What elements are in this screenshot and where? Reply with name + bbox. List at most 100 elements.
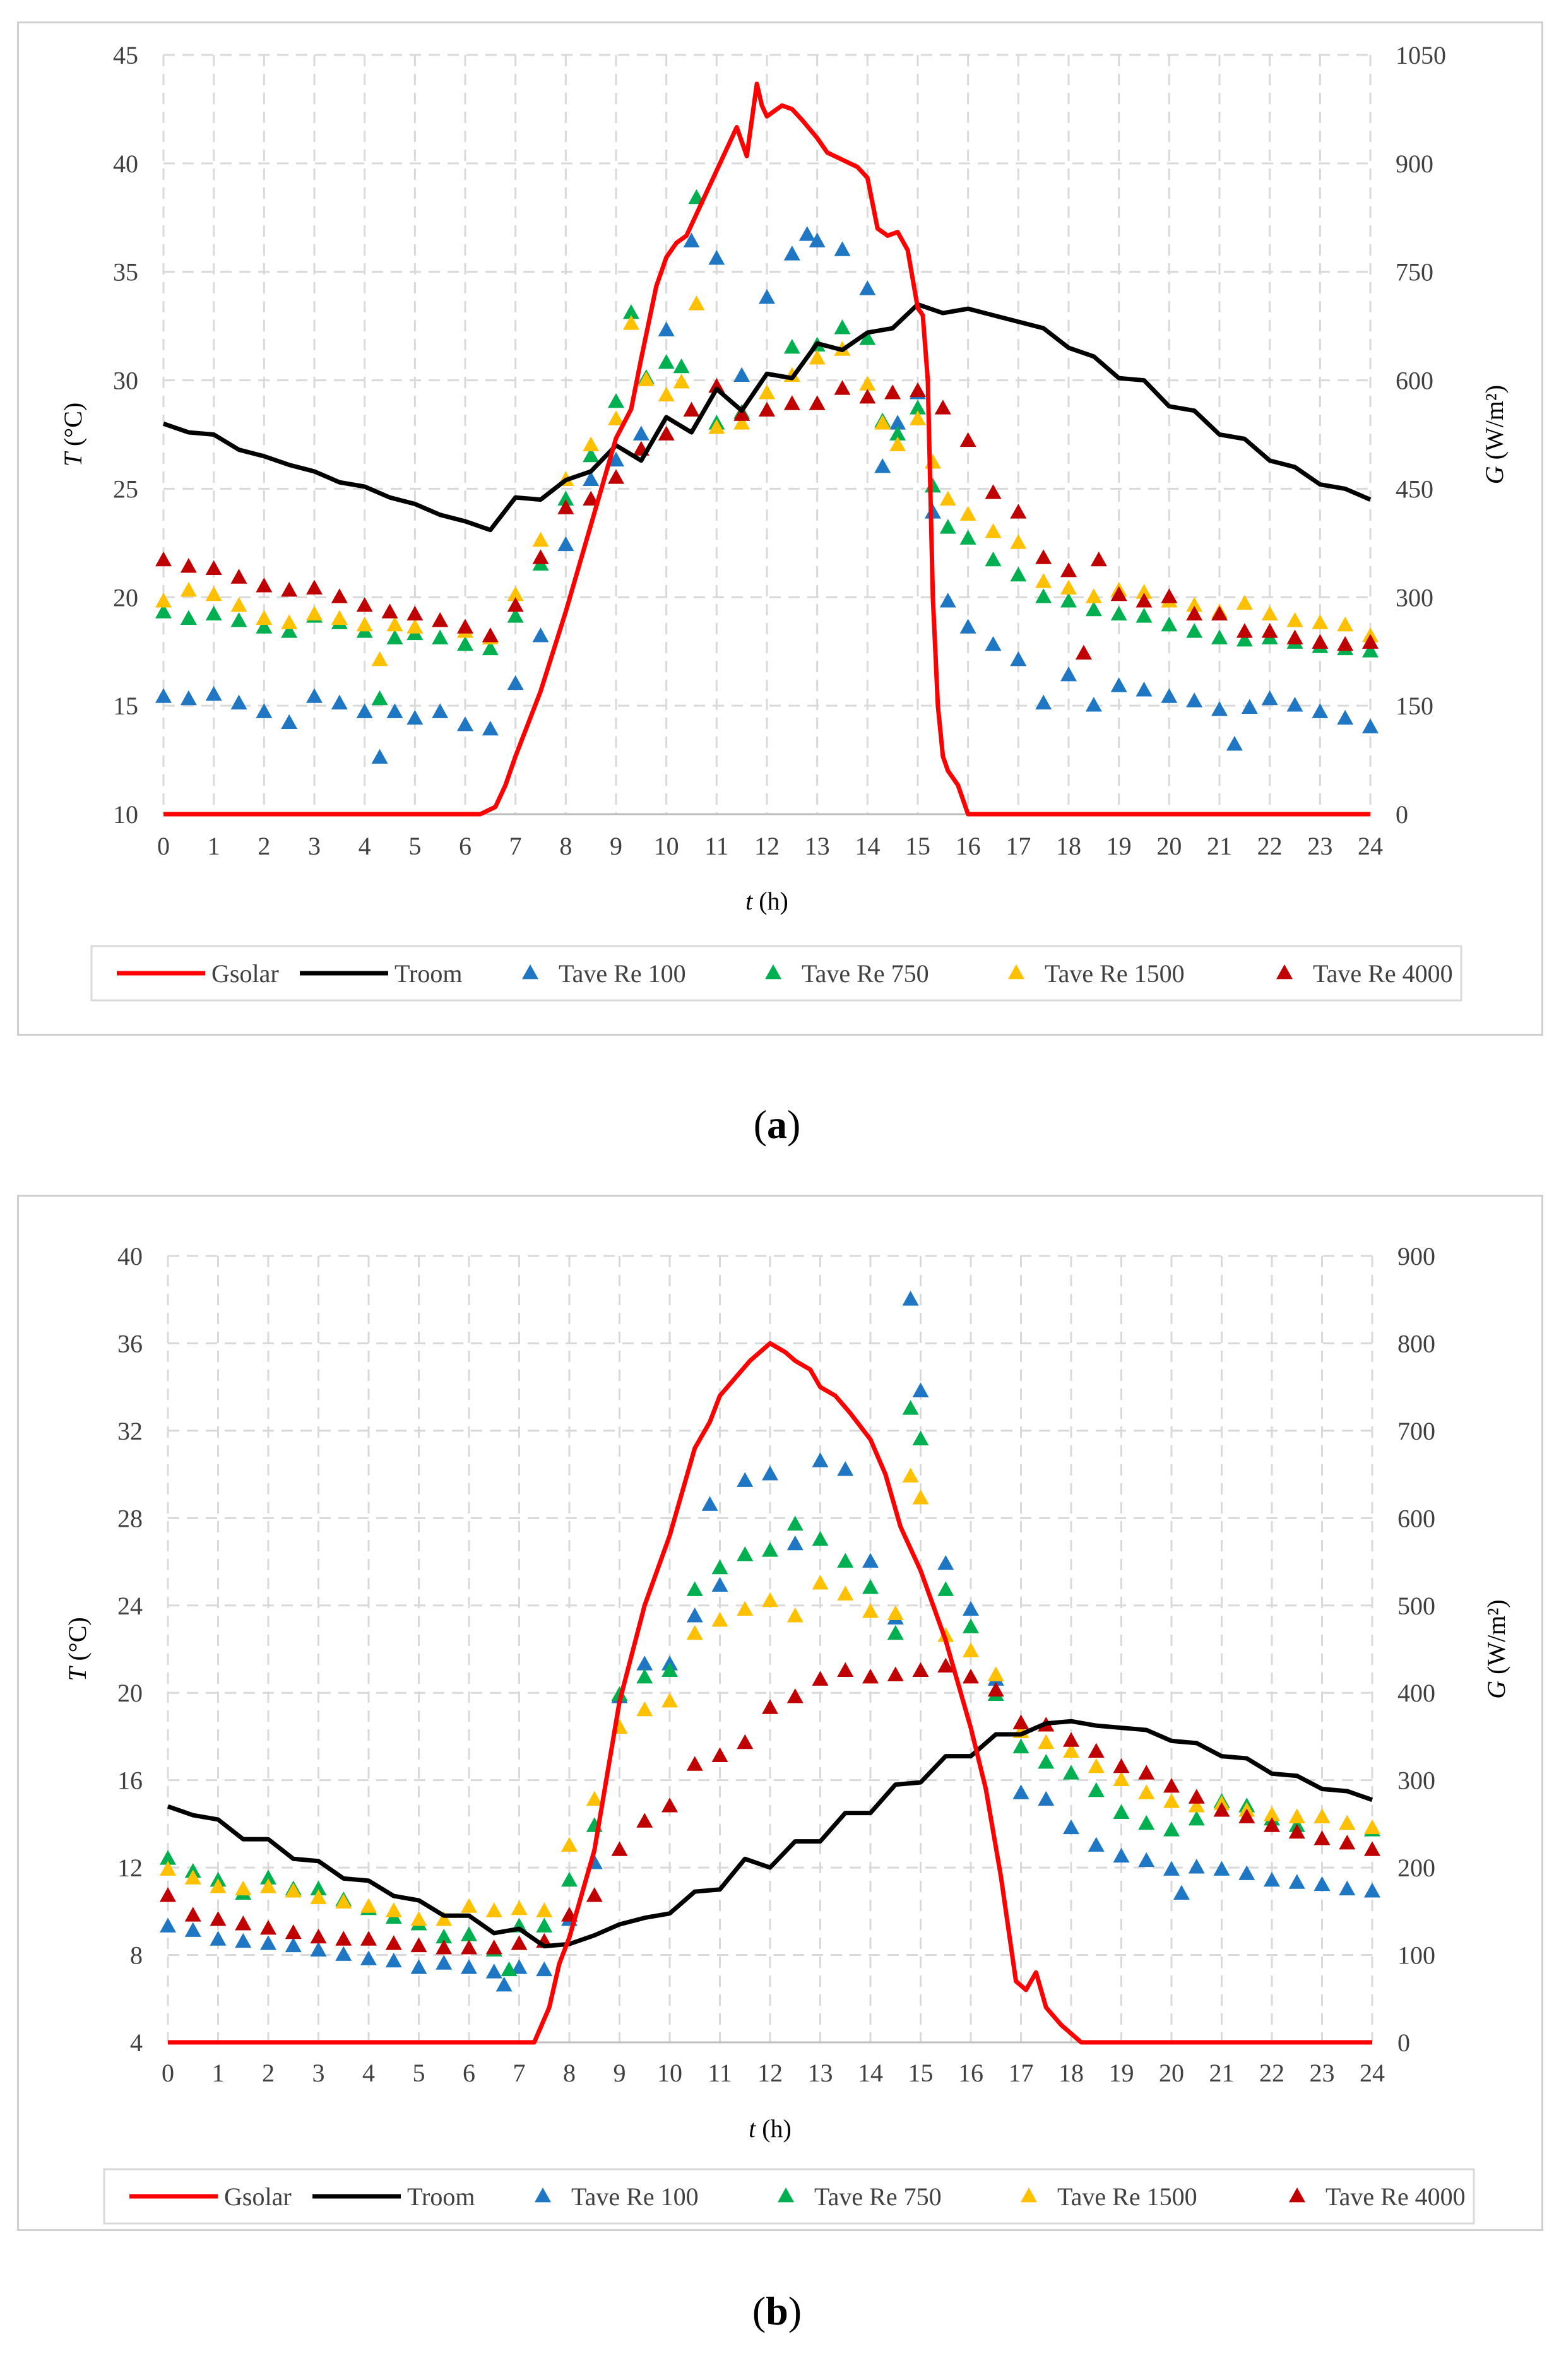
chart-a-point-tave-re-4000 xyxy=(180,558,197,573)
chart-a-point-tave-re-1500 xyxy=(532,531,549,547)
chart-b-x-tick-label: 5 xyxy=(413,2059,425,2087)
chart-a-y2-tick-label: 900 xyxy=(1396,150,1433,178)
chart-b-point-tave-re-750 xyxy=(963,1618,979,1633)
chart-b-point-tave-re-100 xyxy=(1238,1865,1255,1880)
chart-a-point-tave-re-4000 xyxy=(1362,634,1379,649)
chart-a-point-tave-re-100 xyxy=(1035,694,1052,710)
chart-b-legend-label-tave-re-4000: Tave Re 4000 xyxy=(1326,2182,1466,2211)
chart-b-y-tick-label: 20 xyxy=(117,1679,143,1707)
chart-a-point-tave-re-100 xyxy=(432,703,449,718)
chart-a-legend: Gsolar Troom Tave Re 100 Tave Re 750 Tave Re… xyxy=(90,945,1462,1002)
chart-a-point-tave-re-100 xyxy=(406,709,424,725)
chart-b-point-tave-re-750 xyxy=(1163,1821,1180,1837)
chart-a-x-tick-label: 20 xyxy=(1156,832,1182,860)
chart-a-point-tave-re-100 xyxy=(1261,690,1278,706)
chart-b-point-tave-re-1500 xyxy=(963,1642,979,1657)
chart-a-point-tave-re-4000 xyxy=(658,425,675,441)
chart-a-point-tave-re-4000 xyxy=(1010,504,1027,519)
chart-a-point-tave-re-1500 xyxy=(1035,573,1052,588)
chart-b-point-tave-re-100 xyxy=(1138,1852,1155,1868)
chart-a-point-tave-re-4000 xyxy=(507,596,524,612)
chart-a-point-tave-re-750 xyxy=(1362,642,1379,658)
chart-a-point-tave-re-750 xyxy=(482,640,499,656)
chart-a-point-tave-re-4000 xyxy=(809,395,826,410)
chart-b-x-tick-label: 12 xyxy=(757,2059,783,2087)
chart-a-point-tave-re-4000 xyxy=(1337,636,1354,651)
chart-b-grid xyxy=(167,1255,1373,2044)
chart-b-point-tave-re-100 xyxy=(1364,1883,1380,1898)
chart-b-point-tave-re-4000 xyxy=(661,1797,678,1813)
chart-a-point-tave-re-100 xyxy=(1085,697,1102,712)
chart-b-point-tave-re-1500 xyxy=(786,1607,804,1623)
chart-b-x-tick-label: 22 xyxy=(1259,2059,1284,2087)
chart-b-point-tave-re-750 xyxy=(260,1869,276,1885)
chart-a-point-tave-re-100 xyxy=(733,367,750,382)
chart-b-point-tave-re-750 xyxy=(737,1546,754,1561)
chart-b-x-tick-label: 11 xyxy=(708,2059,732,2087)
chart-b-point-tave-re-750 xyxy=(501,1961,518,1977)
chart-b-point-tave-re-1500 xyxy=(912,1489,929,1505)
chart-b-point-tave-re-750 xyxy=(310,1880,327,1896)
chart-b-point-tave-re-750 xyxy=(1088,1782,1105,1797)
chart-b-point-tave-re-1500 xyxy=(561,1837,578,1852)
chart-b-legend-swatch-tave-re-4000 xyxy=(1289,2187,1305,2203)
chart-a-point-tave-re-4000 xyxy=(959,432,976,447)
chart-a-point-tave-re-750 xyxy=(783,338,800,354)
chart-a-point-tave-re-1500 xyxy=(1186,596,1203,612)
chart-a-point-tave-re-750 xyxy=(371,690,388,706)
chart-b-x-tick-label: 8 xyxy=(563,2059,576,2087)
chart-a-point-tave-re-100 xyxy=(809,232,826,247)
chart-b-series-tave-re-100 xyxy=(160,1291,1380,1992)
chart-a-y-tick-label: 40 xyxy=(113,150,138,178)
chart-b-point-tave-re-1500 xyxy=(1113,1771,1130,1787)
chart-b-point-tave-re-100 xyxy=(963,1601,979,1616)
chart-a-point-tave-re-100 xyxy=(205,685,222,701)
chart-b-y2-tick-label: 600 xyxy=(1397,1504,1435,1532)
chart-a-x-tick-label: 19 xyxy=(1106,832,1132,860)
chart-a-point-tave-re-1500 xyxy=(673,373,690,389)
chart-a-point-tave-re-750 xyxy=(1161,616,1178,632)
chart-a-x-tick-label: 11 xyxy=(704,832,729,860)
chart-a-y2-tick-label: 750 xyxy=(1396,258,1433,287)
chart-b-point-tave-re-1500 xyxy=(862,1603,879,1618)
chart-a-point-tave-re-100 xyxy=(859,280,876,295)
chart-b-point-tave-re-100 xyxy=(536,1961,553,1977)
chart-b-point-tave-re-1500 xyxy=(485,1902,502,1917)
chart-b-point-tave-re-4000 xyxy=(1339,1834,1356,1850)
chart-b-point-tave-re-750 xyxy=(837,1553,854,1568)
chart-b-point-tave-re-1500 xyxy=(887,1605,904,1620)
chart-a-x-tick-label: 18 xyxy=(1056,832,1081,860)
chart-b-point-tave-re-1500 xyxy=(762,1592,778,1607)
chart-b-x-tick-label: 16 xyxy=(958,2059,983,2087)
chart-b-x-tick-label: 3 xyxy=(312,2059,325,2087)
chart-b-point-tave-re-1500 xyxy=(260,1878,276,1893)
chart-a-y2-tick-label: 450 xyxy=(1396,475,1433,503)
chart-a-point-tave-re-4000 xyxy=(708,377,725,393)
chart-b-point-tave-re-1500 xyxy=(285,1883,302,1898)
chart-b-point-tave-re-4000 xyxy=(485,1939,502,1955)
chart-a-point-tave-re-1500 xyxy=(889,436,906,452)
chart-a-point-tave-re-1500 xyxy=(180,581,197,597)
chart-b-point-tave-re-1500 xyxy=(1038,1734,1055,1749)
chart-b-point-tave-re-1500 xyxy=(812,1575,829,1590)
chart-a-x-axis-title: t (h) xyxy=(745,887,788,915)
chart-b-point-tave-re-1500 xyxy=(536,1902,553,1917)
chart-a-point-tave-re-750 xyxy=(205,605,222,621)
chart-a-point-tave-re-1500 xyxy=(371,651,388,666)
chart-a-x-tick-label: 16 xyxy=(956,832,981,860)
chart-a-point-tave-re-750 xyxy=(1010,566,1027,582)
chart-b-point-tave-re-100 xyxy=(701,1496,718,1511)
chart-a-point-tave-re-750 xyxy=(889,425,906,441)
chart-b-y-axis-title: T (°C) xyxy=(63,1617,92,1681)
chart-a-point-tave-re-100 xyxy=(386,703,403,718)
chart-b-point-tave-re-100 xyxy=(1038,1791,1055,1806)
chart-b-point-tave-re-4000 xyxy=(1264,1817,1280,1832)
chart-a-point-tave-re-1500 xyxy=(281,614,298,629)
chart-b-point-tave-re-100 xyxy=(1088,1837,1105,1852)
chart-a-point-tave-re-4000 xyxy=(230,569,247,584)
chart-b-point-tave-re-4000 xyxy=(285,1924,302,1939)
chart-a-point-tave-re-100 xyxy=(939,593,956,608)
chart-b-point-tave-re-4000 xyxy=(586,1887,603,1902)
chart-a-legend-swatch-tave-re-4000 xyxy=(1276,964,1293,980)
chart-panel-a: 0 1 2 3 4 5 6 7 8 9 10 11 12 13 14 15 16 17 18 19 20 21 22 23 24… xyxy=(17,21,1543,1036)
